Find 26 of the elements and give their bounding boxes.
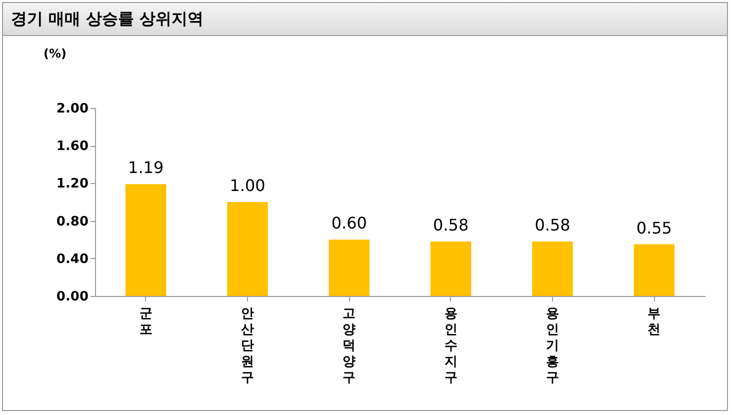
bar [227,202,268,296]
data-label: 0.58 [534,215,570,234]
chart-title: 경기 매매 상승률 상위지역 [3,3,727,36]
bar [126,184,166,296]
y-tick-label: 0.80 [56,214,88,230]
x-tick-label: 고양덕양구 [342,306,356,386]
x-tick-label: 용인기흥구 [546,306,559,386]
data-label: 0.55 [636,218,672,238]
bar [328,240,370,296]
y-tick-label: 0.00 [56,290,88,304]
data-label: 1.19 [128,158,164,178]
x-tick-label: 군포 [139,306,152,338]
data-label: 0.58 [433,215,469,234]
bar [532,241,573,296]
x-tick-label: 부천 [648,306,661,338]
y-tick-label: 1.20 [56,176,88,192]
y-tick-label: 1.60 [56,139,88,154]
bar [634,244,674,296]
bar [430,241,472,296]
data-label: 1.00 [230,176,266,195]
y-tick-label: 0.40 [56,252,88,267]
data-label: 0.60 [331,214,367,233]
x-tick-label: 용인수지구 [444,306,458,386]
x-tick-label: 안산단원구 [241,306,254,386]
y-tick-label: 2.00 [56,102,88,116]
y-axis-title: (%) [44,46,66,60]
